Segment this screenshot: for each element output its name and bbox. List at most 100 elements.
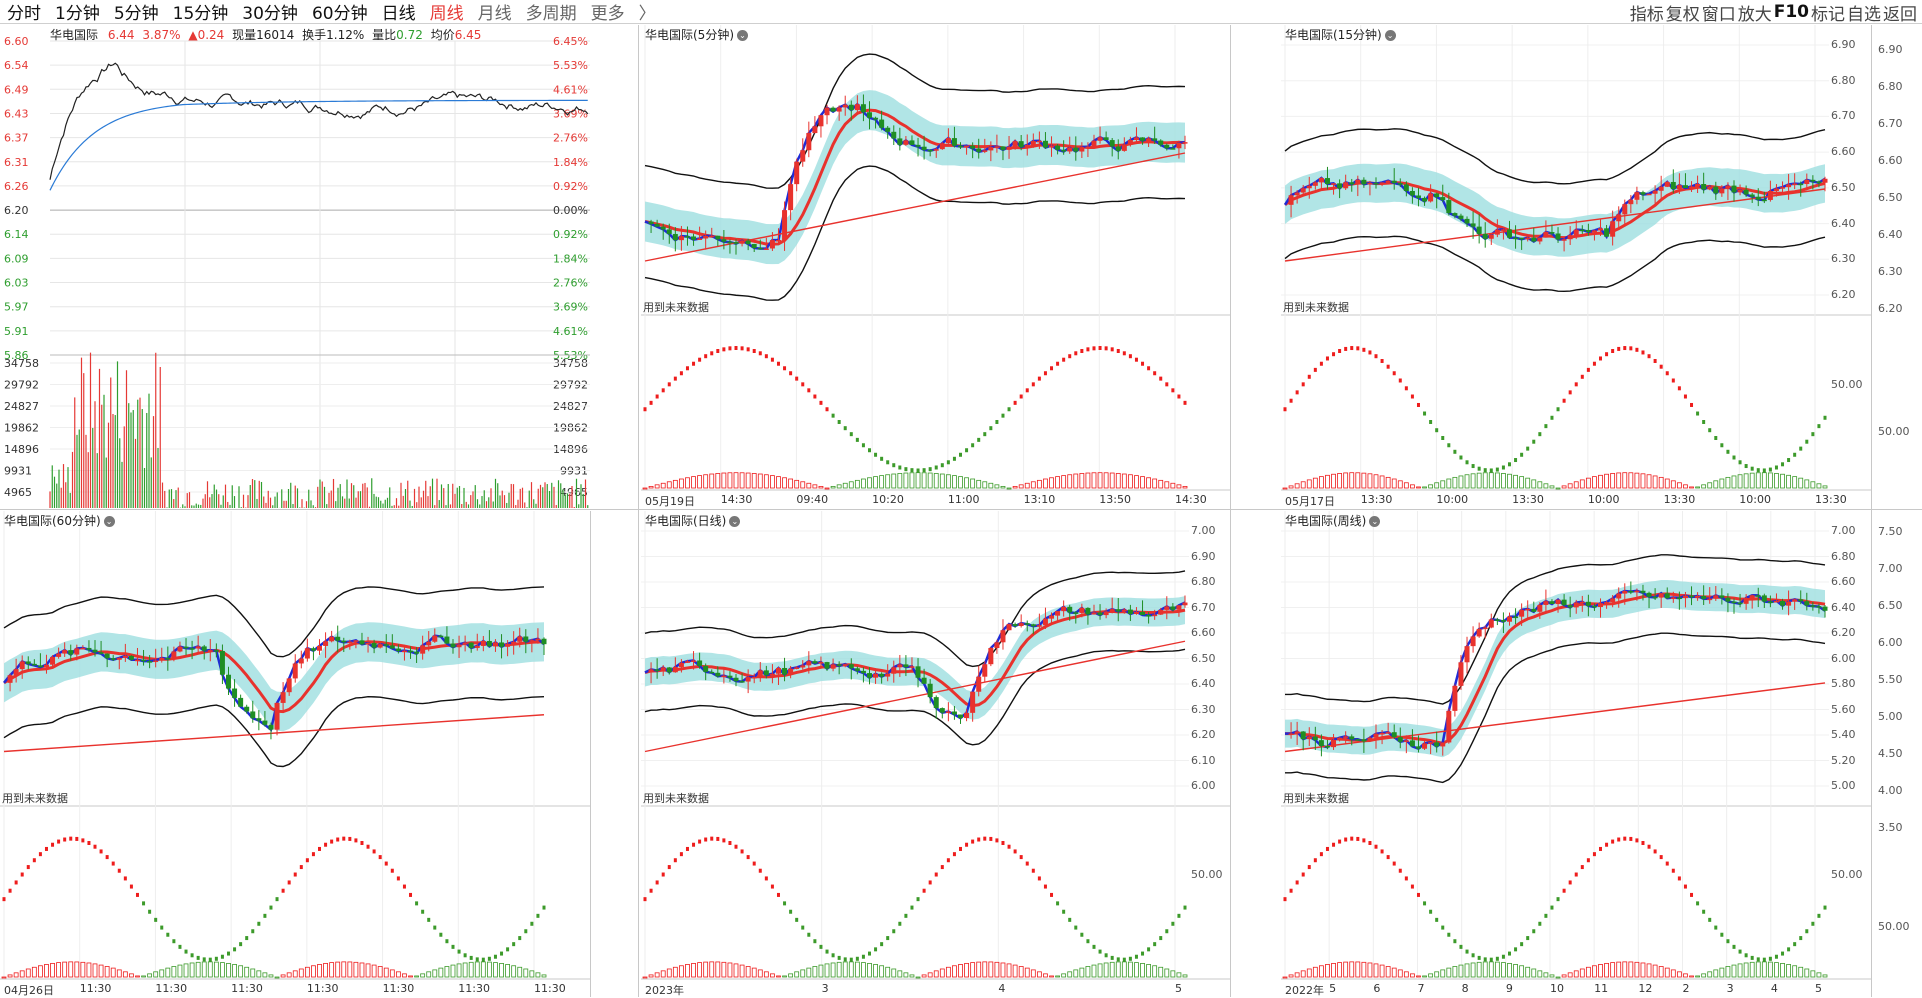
candle-body	[1318, 740, 1324, 746]
osc-hist	[1658, 966, 1664, 978]
osc-hist	[933, 970, 939, 978]
settings-chevron-icon[interactable]: ⌄	[103, 516, 115, 527]
panel-5min[interactable]: 华电国际(5分钟) ⌄ 用到未来数据 05月19日 14:30 09:40 10:20 11:…	[641, 25, 1231, 508]
avg-label: 均价	[430, 28, 455, 42]
osc-hist	[806, 967, 812, 978]
panel-15min[interactable]: 华电国际(15分钟) ⌄ 用到未来数据 6.90 6.80 6.70 6.60 6.50 6.4…	[1281, 25, 1871, 508]
candle-body	[213, 650, 219, 652]
tab-9[interactable]: 多周期	[525, 4, 577, 24]
settings-chevron-icon[interactable]: ⌄	[1369, 516, 1381, 527]
long-ma	[1284, 188, 1826, 262]
osc-hist	[1103, 472, 1109, 489]
osc-hist	[1391, 478, 1397, 489]
candle-body	[812, 661, 818, 664]
tab-2[interactable]: 5分钟	[113, 4, 159, 24]
tab-1[interactable]: 1分钟	[55, 4, 100, 24]
osc-hist	[189, 962, 195, 978]
intraday-chart[interactable]: 6.60 6.45% 6.54 5.53% 6.49 4.61% 6.43 3.69% 6.37…	[0, 25, 590, 508]
osc-hist	[1073, 969, 1079, 978]
candle-body	[788, 668, 794, 675]
candle-body	[1036, 625, 1042, 627]
tool-5[interactable]: 标记	[1811, 4, 1845, 25]
candle-body	[310, 648, 316, 651]
osc-hist	[1713, 480, 1719, 489]
candle-body	[98, 652, 104, 654]
settings-chevron-icon[interactable]: ⌄	[737, 30, 748, 41]
osc-hist	[1713, 969, 1719, 978]
panel-weekly[interactable]: 华电国际(周线) ⌄ 用到未来数据 7.00 6.80 6.60 6.40 6.20 6.00 5…	[1281, 511, 1871, 997]
panel-60min[interactable]: 华电国际(60分钟) ⌄ 用到未来数据 04月26日 11:30 11:30 11:30 11…	[0, 511, 590, 997]
osc-hist	[541, 974, 547, 978]
tool-7[interactable]: 返回	[1883, 4, 1917, 25]
tab-6[interactable]: 日线	[381, 4, 416, 24]
candle-body	[1634, 192, 1640, 200]
osc-hist	[1349, 472, 1355, 489]
tab-4[interactable]: 30分钟	[242, 4, 298, 24]
date-tick: 2	[1682, 982, 1690, 995]
tab-3[interactable]: 15分钟	[172, 4, 229, 24]
candle-body	[1567, 235, 1573, 240]
candle-body	[1749, 595, 1755, 598]
osc-hist	[757, 473, 763, 489]
band-area	[645, 90, 1185, 265]
date-tick: 10:00	[1587, 493, 1620, 506]
intraday-panel[interactable]: 华电国际 6.44 3.87% ▲0.24 现量16014 换手1.12% 量比…	[0, 25, 590, 508]
candle-body	[1804, 601, 1810, 606]
candle-body	[1585, 601, 1591, 606]
osc-hist	[721, 472, 727, 489]
tool-6[interactable]: 自选	[1847, 4, 1881, 25]
candle-body	[1349, 736, 1355, 740]
osc-hist	[1355, 961, 1361, 978]
tab-5[interactable]: 60分钟	[311, 4, 368, 24]
tab-0[interactable]: 分时	[7, 4, 41, 24]
osc-hist	[1312, 966, 1318, 978]
tab-8[interactable]: 月线	[477, 4, 512, 24]
candle-body	[1531, 237, 1537, 242]
osc-hist	[256, 970, 262, 978]
candle-body	[727, 675, 733, 678]
candle-body	[1079, 147, 1085, 152]
osc-hist	[1494, 961, 1500, 978]
candle-body	[976, 148, 982, 152]
osc-hist	[1030, 481, 1036, 489]
candle-body	[1500, 229, 1506, 231]
tool-2[interactable]: 窗口	[1701, 4, 1736, 25]
candle-body	[727, 241, 733, 244]
more-arrow-icon[interactable]: 〉	[638, 4, 656, 24]
osc-hist	[1049, 975, 1054, 978]
candle-body	[982, 150, 988, 152]
candle-body	[1152, 614, 1158, 617]
osc-hist	[679, 965, 684, 978]
candle-body	[92, 649, 98, 653]
panel-daily[interactable]: 华电国际(日线) ⌄ 用到未来数据 7.00 6.90 6.80 6.70 6.60 6.50 6…	[641, 511, 1231, 997]
settings-chevron-icon[interactable]: ⌄	[1384, 30, 1396, 41]
settings-chevron-icon[interactable]: ⌄	[729, 516, 741, 527]
candle-body	[1719, 595, 1725, 598]
candle-body	[1030, 141, 1036, 145]
candle-body	[1585, 229, 1591, 232]
candle-body	[1713, 186, 1719, 194]
tool-4[interactable]: F10	[1773, 2, 1809, 22]
future-data-label: 用到未来数据	[643, 301, 709, 314]
osc-hist	[1658, 476, 1664, 489]
osc-hist	[672, 966, 678, 978]
tab-7[interactable]: 周线	[429, 4, 464, 24]
osc-hist	[1610, 962, 1616, 978]
date-tick: 5	[1815, 982, 1822, 995]
tool-1[interactable]: 复权	[1665, 4, 1700, 25]
osc-hist	[1043, 973, 1048, 978]
tab-10[interactable]: 更多	[590, 4, 625, 24]
osc-hist	[1707, 482, 1713, 489]
axis-tick: 5.60	[1831, 702, 1856, 716]
candle-body	[1300, 731, 1306, 740]
candle-body	[1049, 615, 1055, 619]
osc-hist	[1055, 975, 1060, 978]
candle-body	[1513, 616, 1519, 619]
tool-0[interactable]: 指标	[1629, 4, 1664, 25]
tool-3[interactable]: 放大	[1737, 4, 1772, 25]
osc-hist	[505, 964, 510, 978]
osc-hist	[1470, 473, 1476, 489]
osc-hist	[1494, 472, 1500, 489]
candle-body	[1409, 740, 1415, 747]
osc-hist	[1464, 963, 1470, 978]
